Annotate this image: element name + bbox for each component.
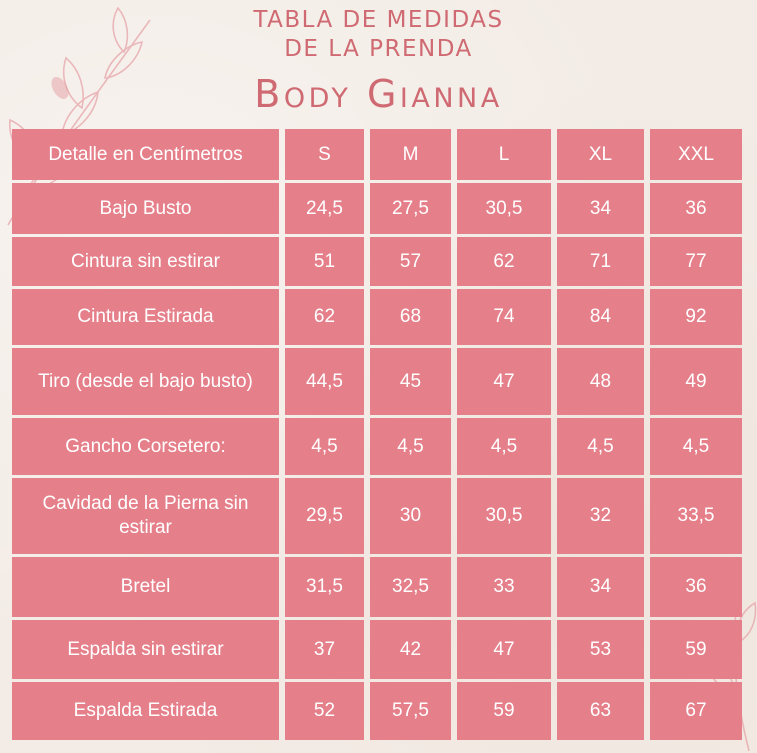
- row-label-cell: Cavidad de la Pierna sin estirar: [12, 478, 279, 554]
- measurement-cell: 62: [457, 237, 551, 286]
- measurement-cell: 77: [650, 237, 742, 286]
- measurement-cell: 71: [557, 237, 644, 286]
- row-label-cell: Bajo Busto: [12, 183, 279, 234]
- measurement-cell: 4,5: [650, 418, 742, 475]
- measurement-cell: 33,5: [650, 478, 742, 554]
- measurement-cell: 34: [557, 183, 644, 234]
- title-line-2: DE LA PRENDA: [284, 36, 473, 62]
- measurement-cell: 32,5: [370, 557, 451, 617]
- header-cell-size: XL: [557, 129, 644, 180]
- measurement-cell: 36: [650, 183, 742, 234]
- measurement-cell: 47: [457, 620, 551, 679]
- measurement-cell: 37: [285, 620, 364, 679]
- measurement-cell: 30: [370, 478, 451, 554]
- measurement-cell: 63: [557, 682, 644, 740]
- header-cell-detail: Detalle en Centímetros: [12, 129, 279, 180]
- measurement-cell: 4,5: [370, 418, 451, 475]
- header-cell-size: S: [285, 129, 364, 180]
- measurement-cell: 4,5: [557, 418, 644, 475]
- measurement-cell: 51: [285, 237, 364, 286]
- measurement-cell: 68: [370, 289, 451, 345]
- measurement-cell: 31,5: [285, 557, 364, 617]
- header-cell-size: XXL: [650, 129, 742, 180]
- measurement-cell: 24,5: [285, 183, 364, 234]
- measurement-cell: 53: [557, 620, 644, 679]
- measurement-cell: 30,5: [457, 183, 551, 234]
- measurement-cell: 52: [285, 682, 364, 740]
- measurement-cell: 4,5: [285, 418, 364, 475]
- measurement-cell: 4,5: [457, 418, 551, 475]
- measurement-cell: 49: [650, 348, 742, 415]
- measurement-cell: 67: [650, 682, 742, 740]
- header-cell-size: M: [370, 129, 451, 180]
- measurement-cell: 42: [370, 620, 451, 679]
- measurement-cell: 44,5: [285, 348, 364, 415]
- measurement-cell: 62: [285, 289, 364, 345]
- measurement-cell: 48: [557, 348, 644, 415]
- measurement-cell: 92: [650, 289, 742, 345]
- measurement-cell: 32: [557, 478, 644, 554]
- row-label-cell: Bretel: [12, 557, 279, 617]
- measurement-cell: 57: [370, 237, 451, 286]
- measurement-cell: 47: [457, 348, 551, 415]
- measurement-cell: 29,5: [285, 478, 364, 554]
- measurement-cell: 59: [650, 620, 742, 679]
- row-label-cell: Espalda sin estirar: [12, 620, 279, 679]
- measurement-cell: 74: [457, 289, 551, 345]
- measurement-cell: 27,5: [370, 183, 451, 234]
- row-label-cell: Cintura Estirada: [12, 289, 279, 345]
- measurement-cell: 33: [457, 557, 551, 617]
- measurement-cell: 59: [457, 682, 551, 740]
- measurement-cell: 57,5: [370, 682, 451, 740]
- row-label-cell: Gancho Corsetero:: [12, 418, 279, 475]
- measurement-cell: 36: [650, 557, 742, 617]
- measurement-cell: 30,5: [457, 478, 551, 554]
- row-label-cell: Espalda Estirada: [12, 682, 279, 740]
- title-line-1: TABLA DE MEDIDAS: [253, 7, 504, 33]
- product-name: Body Gianna: [254, 72, 503, 116]
- measurement-cell: 84: [557, 289, 644, 345]
- header-cell-size: L: [457, 129, 551, 180]
- row-label-cell: Cintura sin estirar: [12, 237, 279, 286]
- measurement-cell: 45: [370, 348, 451, 415]
- row-label-cell: Tiro (desde el bajo busto): [12, 348, 279, 415]
- measurement-cell: 34: [557, 557, 644, 617]
